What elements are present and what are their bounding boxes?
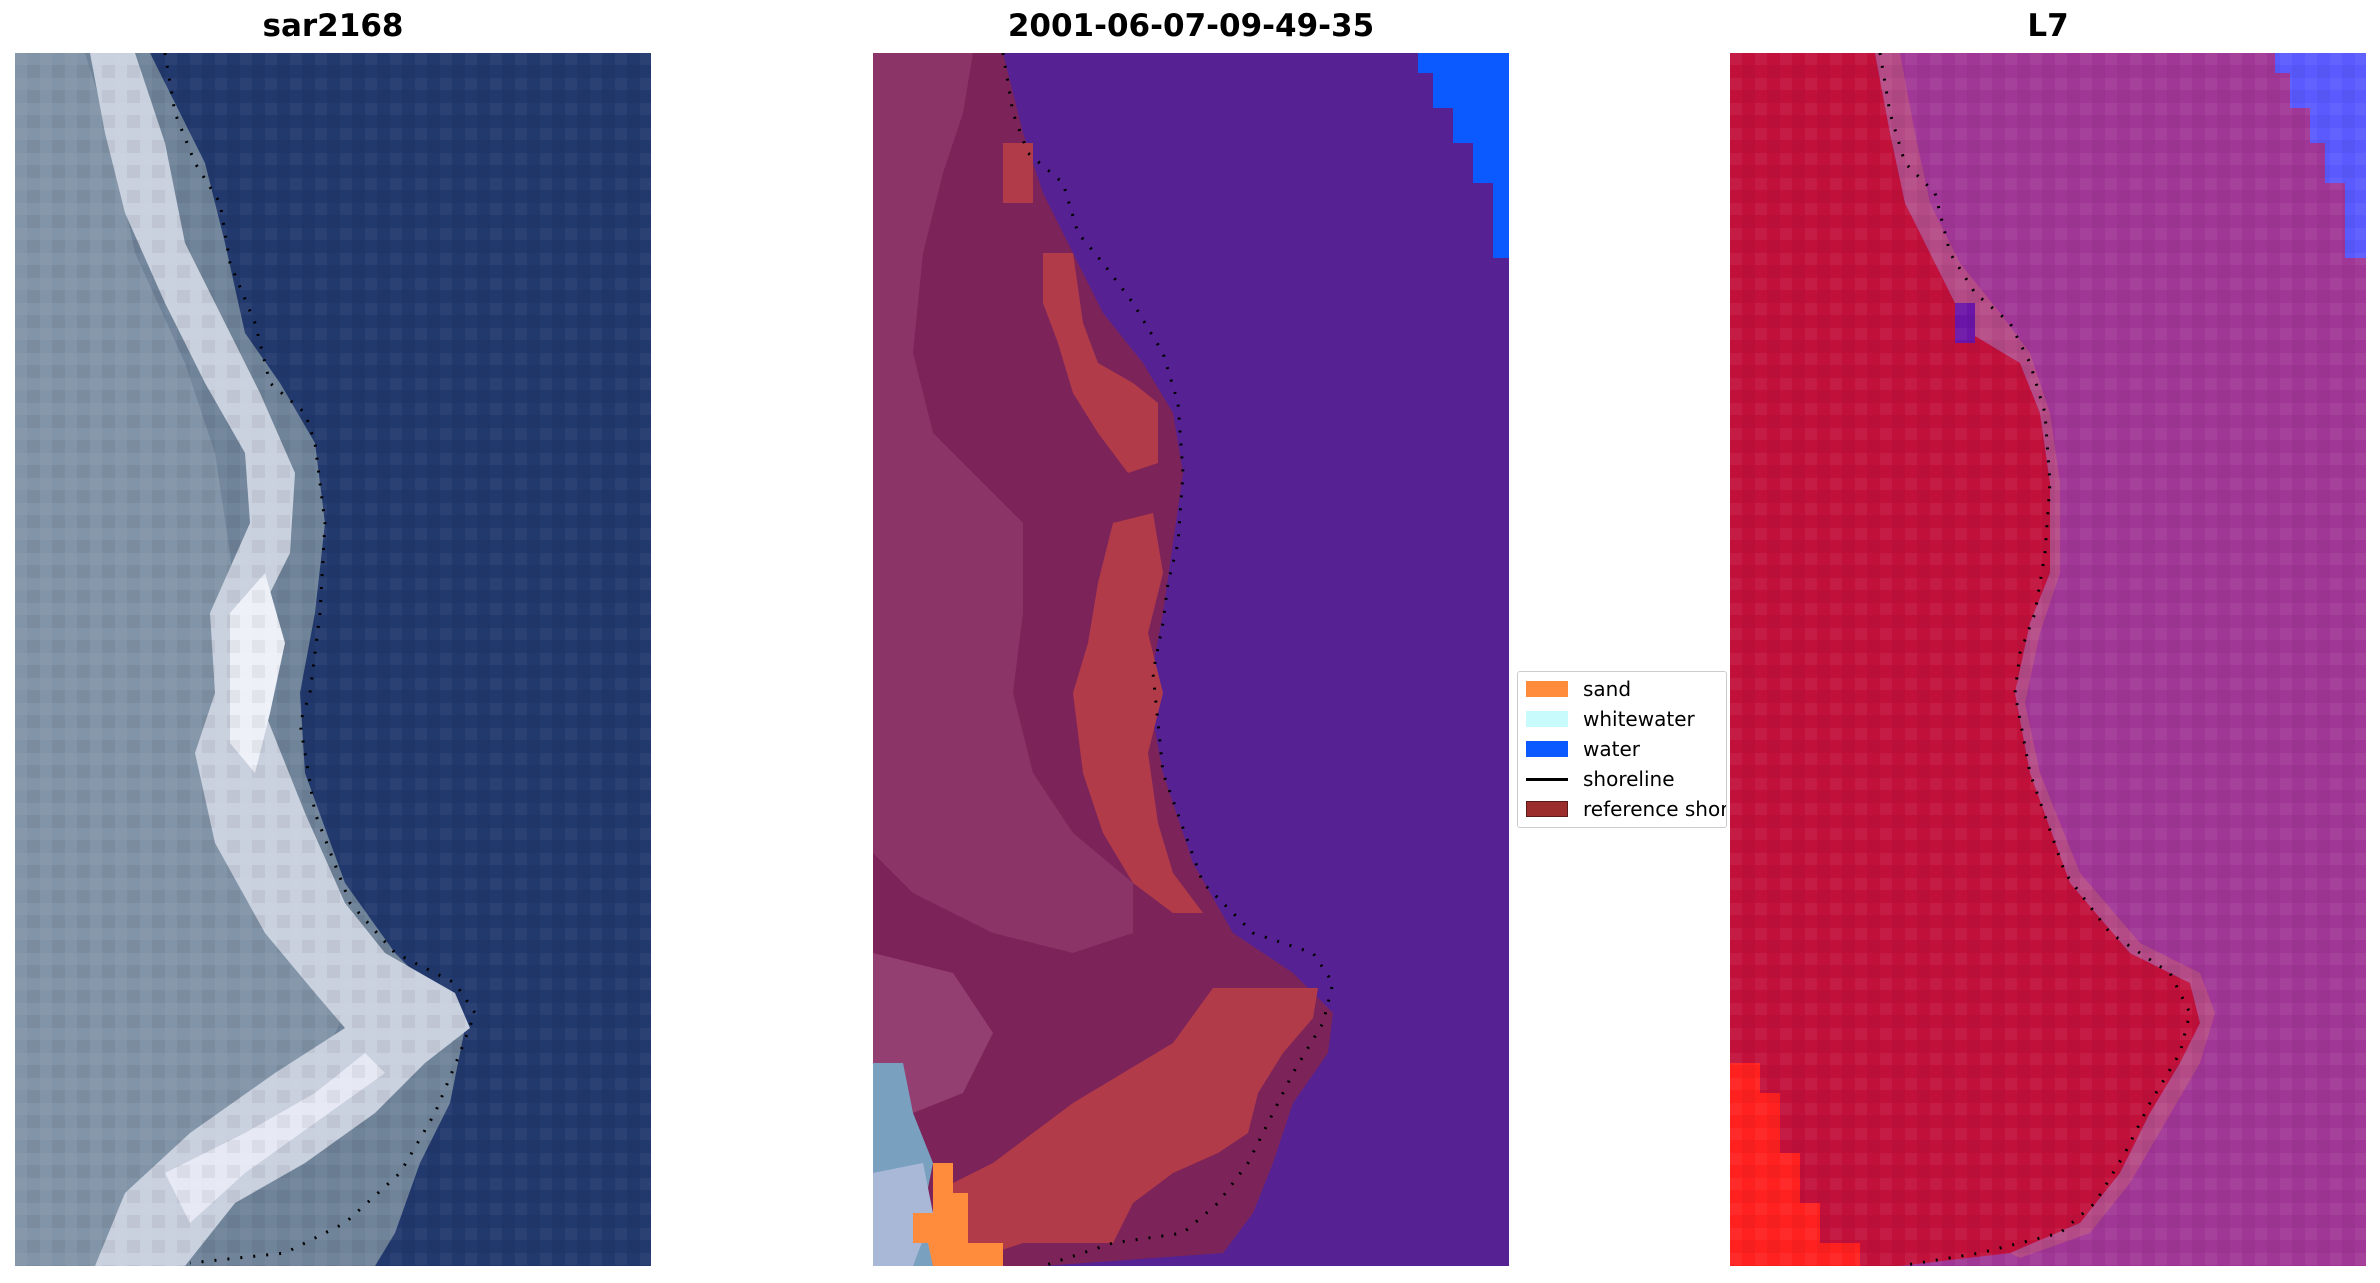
panel-title-3: L7	[2027, 8, 2069, 44]
shoreline-line-swatch	[1526, 777, 1568, 781]
legend-item-whitewater: whitewater	[1526, 706, 1695, 732]
rgb-image	[15, 53, 651, 1266]
panel-title-2: 2001-06-07-09-49-35	[1007, 8, 1375, 44]
legend-item-water: water	[1526, 736, 1640, 762]
legend-label: sand	[1583, 677, 1632, 701]
legend-label: shoreline	[1583, 767, 1675, 791]
legend-item-sand: sand	[1526, 676, 1631, 702]
legend-item-shoreline: shoreline	[1526, 766, 1675, 792]
water-swatch	[1526, 741, 1568, 757]
legend-item-reference-shoreline: reference shoreline	[1526, 796, 1727, 822]
sand-swatch	[1526, 681, 1568, 697]
legend: sand whitewater water shoreline referenc…	[1517, 671, 1727, 828]
l7-image	[1730, 53, 2366, 1266]
legend-label: whitewater	[1583, 707, 1695, 731]
legend-label: water	[1583, 737, 1640, 761]
whitewater-swatch	[1526, 711, 1568, 727]
reference-shoreline-swatch	[1526, 801, 1568, 817]
classified-image-panel	[873, 53, 1509, 1266]
l7-image-panel	[1730, 53, 2366, 1266]
legend-label: reference shoreline	[1583, 797, 1727, 821]
rgb-image-panel	[15, 53, 651, 1266]
classified-image	[873, 53, 1509, 1266]
panel-title-1: sar2168	[262, 8, 404, 44]
